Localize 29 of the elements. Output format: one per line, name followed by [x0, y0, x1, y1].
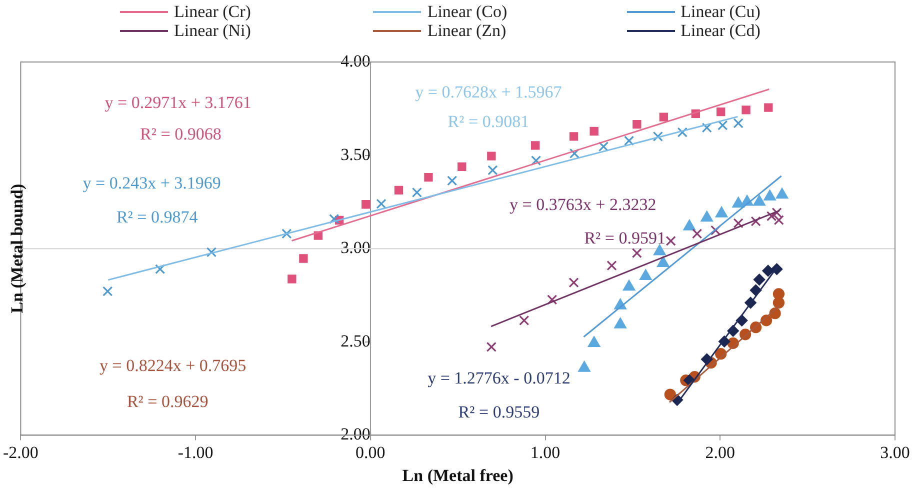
annotation: R² = 0.9068 [140, 124, 222, 144]
x-tick-label: 3.00 [880, 442, 910, 462]
legend-label: Linear (Co) [427, 2, 508, 21]
annotation: R² = 0.9874 [116, 207, 198, 226]
annotation: y = 0.3763x + 2.3232 [510, 194, 656, 214]
x-tick-label: 2.00 [705, 442, 736, 462]
x-tick-label: 0.00 [356, 442, 386, 462]
annotation: y = 1.2776x - 0.0712 [428, 368, 570, 388]
y-axis-title: Ln (Metal bound) [7, 184, 26, 314]
legend-label: Linear (Zn) [427, 21, 506, 40]
legend-label: Linear (Cu) [680, 2, 760, 21]
annotation: y = 0.8224x + 0.7695 [99, 356, 246, 375]
x-axis-title: Ln (Metal free) [402, 466, 514, 486]
y-tick-label: 3.50 [340, 144, 370, 164]
annotation: y = 0.2971x + 3.1761 [104, 92, 252, 112]
x-tick-label: 1.00 [530, 442, 560, 462]
annotation: R² = 0.9081 [448, 112, 530, 131]
x-tick-label: -1.00 [178, 442, 214, 462]
y-tick-label: 2.00 [340, 424, 370, 444]
legend-label: Linear (Ni) [174, 21, 251, 40]
legend-label: Linear (Cd) [680, 21, 760, 40]
x-tick-label: -2.00 [2, 442, 38, 462]
legend-label: Linear (Cr) [174, 2, 251, 21]
annotation: R² = 0.9629 [126, 392, 208, 411]
annotation: R² = 0.9559 [458, 402, 540, 422]
annotation: y = 0.7628x + 1.5967 [415, 82, 562, 102]
annotation: R² = 0.9591 [584, 228, 666, 248]
annotation: y = 0.243x + 3.1969 [82, 174, 221, 193]
y-tick-label: 2.50 [340, 331, 370, 350]
